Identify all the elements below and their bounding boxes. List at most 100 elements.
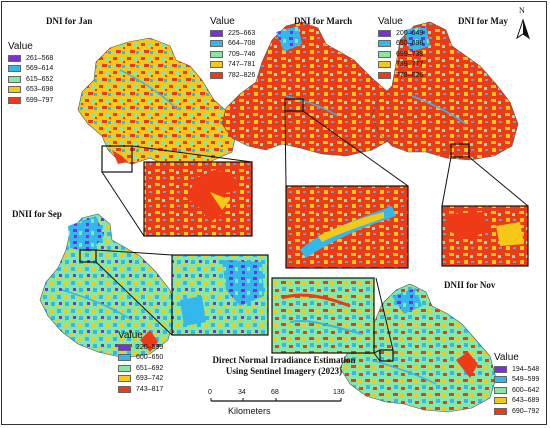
legend-swatch [494, 386, 507, 394]
legend-label: 690–792 [512, 407, 540, 415]
legend-label: 699–738 [396, 50, 424, 58]
inset-nov [271, 277, 394, 362]
legend-row: 709–746 [210, 49, 255, 60]
map-sep [39, 213, 177, 359]
legend-swatch [8, 86, 21, 94]
legend-label: 194–548 [512, 365, 540, 373]
legend-row: 653–698 [8, 85, 53, 96]
legend-swatch [378, 29, 391, 37]
scale-bar [210, 398, 342, 402]
legend-label: 782–826 [228, 71, 256, 79]
title-may: DNI for May [458, 16, 508, 26]
legend-label: 549–599 [512, 376, 540, 384]
legend-march: Value 225–663 664–708 709–746 747–781 78… [210, 16, 255, 81]
legend-jan: Value 261–568 569–614 615–652 653–698 69… [8, 41, 53, 106]
legend-row: 200–649 [378, 28, 423, 39]
legend-sep-title: Value [118, 330, 143, 341]
legend-swatch [378, 71, 391, 79]
legend-label: 261–568 [26, 54, 54, 62]
scale-tick-label: 0 [208, 389, 212, 396]
legend-row: 747–781 [210, 60, 255, 71]
legend-swatch [378, 40, 391, 48]
legend-swatch [118, 364, 131, 372]
legend-swatch [118, 375, 131, 383]
legend-may-title: Value [378, 16, 403, 27]
legend-row: 225–663 [210, 28, 255, 39]
main-title-line-1: Direct Normal Irradiance Estimation [212, 355, 356, 365]
title-nov: DNII for Nov [444, 280, 496, 290]
inset-jan [101, 145, 253, 237]
legend-label: 747–781 [228, 61, 256, 69]
legend-jan-title: Value [8, 41, 33, 52]
legend-label: 200–649 [396, 29, 424, 37]
legend-row: 569–614 [8, 64, 53, 75]
legend-label: 651–692 [136, 364, 164, 372]
legend-label: 643–689 [512, 397, 540, 405]
legend-swatch [118, 343, 131, 351]
scale-unit-label: Kilometers [228, 406, 271, 416]
legend-row: 643–689 [494, 396, 539, 407]
legend-nov: Value 194–548 549–599 600–642 643–689 69… [494, 352, 539, 417]
legend-swatch [210, 71, 223, 79]
legend-label: 743–817 [136, 385, 164, 393]
north-arrow-icon [516, 18, 530, 40]
legend-row: 220–599 [118, 342, 163, 353]
map-jan [77, 37, 237, 173]
legend-row: 699–797 [8, 95, 53, 106]
legend-swatch [210, 29, 223, 37]
legend-label: 600–650 [136, 354, 164, 362]
legend-label: 653–698 [26, 86, 54, 94]
scale-tick-label: 68 [271, 389, 279, 396]
scale-tick-label: 34 [238, 389, 246, 396]
legend-swatch [494, 407, 507, 415]
main-title: Direct Normal Irradiance Estimation Usin… [186, 355, 382, 377]
legend-row: 549–599 [494, 375, 539, 386]
legend-swatch [8, 96, 21, 104]
legend-may: Value 200–649 650–698 699–738 739–777 77… [378, 16, 423, 81]
legend-swatch [378, 50, 391, 58]
north-label: N [519, 6, 525, 15]
inset-march [284, 110, 409, 269]
legend-label: 693–742 [136, 375, 164, 383]
legend-row: 650–698 [378, 39, 423, 50]
legend-row: 615–652 [8, 74, 53, 85]
legend-row: 600–642 [494, 385, 539, 396]
legend-row: 739–777 [378, 60, 423, 71]
map-may [371, 21, 519, 161]
legend-march-title: Value [210, 16, 235, 27]
legend-swatch [210, 40, 223, 48]
legend-swatch [494, 397, 507, 405]
legend-swatch [494, 365, 507, 373]
legend-row: 651–692 [118, 363, 163, 374]
legend-row: 664–708 [210, 39, 255, 50]
legend-swatch [210, 50, 223, 58]
map-nov [339, 283, 497, 413]
legend-label: 615–652 [26, 75, 54, 83]
map-march [221, 21, 397, 157]
legend-label: 220–599 [136, 343, 164, 351]
legend-row: 194–548 [494, 364, 539, 375]
legend-row: 743–817 [118, 384, 163, 395]
legend-swatch [494, 376, 507, 384]
legend-row: 693–742 [118, 374, 163, 385]
inset-may [441, 156, 529, 267]
legend-swatch [118, 385, 131, 393]
legend-row: 699–738 [378, 49, 423, 60]
title-march: DNI for March [294, 16, 353, 26]
legend-row: 690–792 [494, 406, 539, 417]
legend-label: 709–746 [228, 50, 256, 58]
scale-tick-label: 136 [333, 389, 345, 396]
legend-label: 650–698 [396, 40, 424, 48]
legend-label: 778–826 [396, 71, 424, 79]
main-title-line-2: Using Sentinel Imagery (2023) [225, 366, 343, 376]
legend-row: 782–826 [210, 70, 255, 81]
legend-nov-title: Value [494, 352, 519, 363]
legend-label: 699–797 [26, 96, 54, 104]
legend-swatch [8, 54, 21, 62]
legend-sep: Value 220–599 600–650 651–692 693–742 74… [118, 330, 163, 395]
legend-label: 739–777 [396, 61, 424, 69]
title-jan: DNI for Jan [46, 16, 93, 26]
inset-sep [95, 249, 269, 336]
